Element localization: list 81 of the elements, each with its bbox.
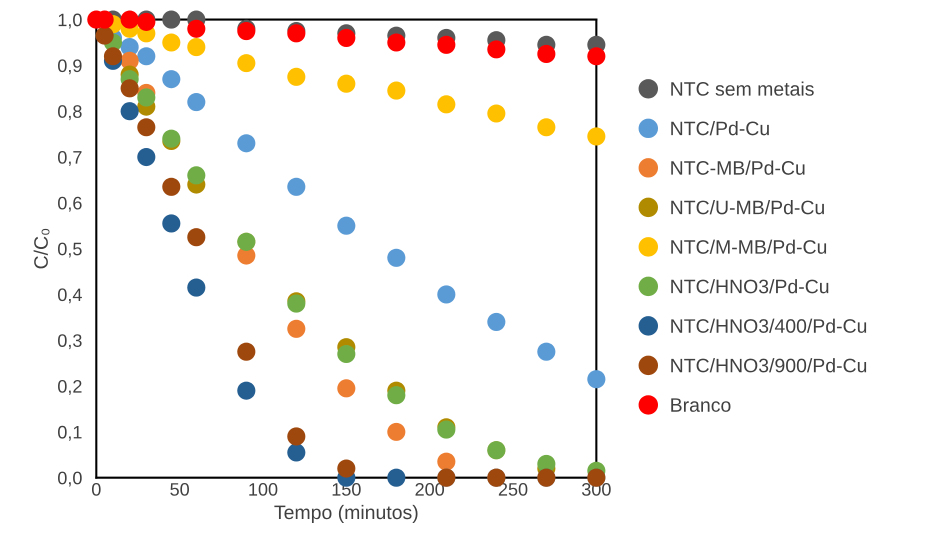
point (162, 10, 180, 29)
point (187, 166, 206, 184)
y-tick-label: 0,5 (58, 242, 82, 258)
y-tick-label: 1,0 (58, 14, 82, 28)
point (96, 26, 114, 45)
point (137, 148, 156, 166)
legend-label: NTC sem metais (671, 82, 814, 96)
point (337, 344, 356, 364)
point (120, 79, 139, 98)
point (337, 216, 356, 235)
x-tick-label: 50 (170, 483, 189, 496)
point (387, 82, 406, 100)
y-tick-label: 0,3 (58, 334, 82, 350)
point (437, 95, 456, 114)
point (387, 33, 406, 52)
point (387, 468, 406, 487)
point (120, 10, 139, 29)
point (137, 47, 156, 66)
point (237, 54, 256, 72)
point (187, 38, 206, 56)
legend-label: NTC/HNO3/Pd-Cu (671, 279, 828, 294)
point (287, 427, 306, 446)
legend-label: NTC/HNO3/900/Pd-Cu (671, 358, 866, 372)
point (437, 36, 456, 54)
point (537, 118, 556, 136)
point (162, 178, 180, 196)
point (162, 33, 180, 52)
point (137, 88, 156, 107)
point (137, 118, 156, 136)
x-tick-label: 200 (416, 483, 444, 496)
point (287, 68, 306, 86)
legend-label: NTC-MB/Pd-Cu (671, 160, 805, 175)
point (287, 320, 306, 338)
point (437, 285, 456, 304)
point (587, 370, 606, 388)
point (287, 178, 306, 196)
x-tick-label: 0 (92, 483, 101, 496)
legend-label: NTC/HNO3/400/Pd-Cu (671, 318, 866, 333)
point (487, 312, 506, 331)
point (387, 422, 406, 441)
y-tick-label: 0,7 (58, 150, 82, 166)
point (237, 382, 256, 400)
point (387, 386, 406, 404)
point (537, 44, 556, 64)
legend-label: Branco (671, 398, 730, 412)
y-tick-label: 0,9 (58, 59, 82, 74)
point (437, 452, 456, 471)
point (120, 102, 139, 120)
x-tick-label: 100 (249, 483, 278, 496)
point (237, 134, 256, 152)
point (187, 228, 206, 246)
y-tick-label: 0,8 (58, 105, 82, 120)
y-tick-label: 0,1 (58, 426, 82, 441)
point (187, 20, 206, 38)
point (104, 47, 122, 66)
point (587, 127, 606, 146)
point (337, 459, 356, 478)
x-tick-label: 250 (498, 483, 528, 496)
legend-label: NTC/Pd-Cu (671, 121, 769, 136)
point (587, 47, 606, 66)
point (337, 74, 356, 93)
point (162, 214, 180, 232)
point (337, 28, 356, 47)
y-tick-label: 0,0 (58, 472, 82, 487)
point (487, 40, 506, 58)
point (187, 278, 206, 297)
y-tick-label: 0,6 (58, 196, 82, 212)
point (162, 70, 180, 88)
point (387, 248, 406, 267)
legend-label: NTC/M-MB/Pd-Cu (671, 240, 826, 254)
point (187, 93, 206, 112)
point (337, 379, 356, 398)
y-tick-label: 0,4 (58, 288, 82, 304)
point (537, 342, 556, 361)
point (487, 104, 506, 123)
point (287, 443, 306, 462)
point (237, 342, 256, 361)
legend-label: NTC/U-MB/Pd-Cu (671, 200, 824, 214)
x-axis-title: Tempo (minutos) (274, 504, 418, 524)
y-axis-title: C/C₀ (34, 228, 50, 268)
y-tick-label: 0,2 (58, 380, 82, 395)
